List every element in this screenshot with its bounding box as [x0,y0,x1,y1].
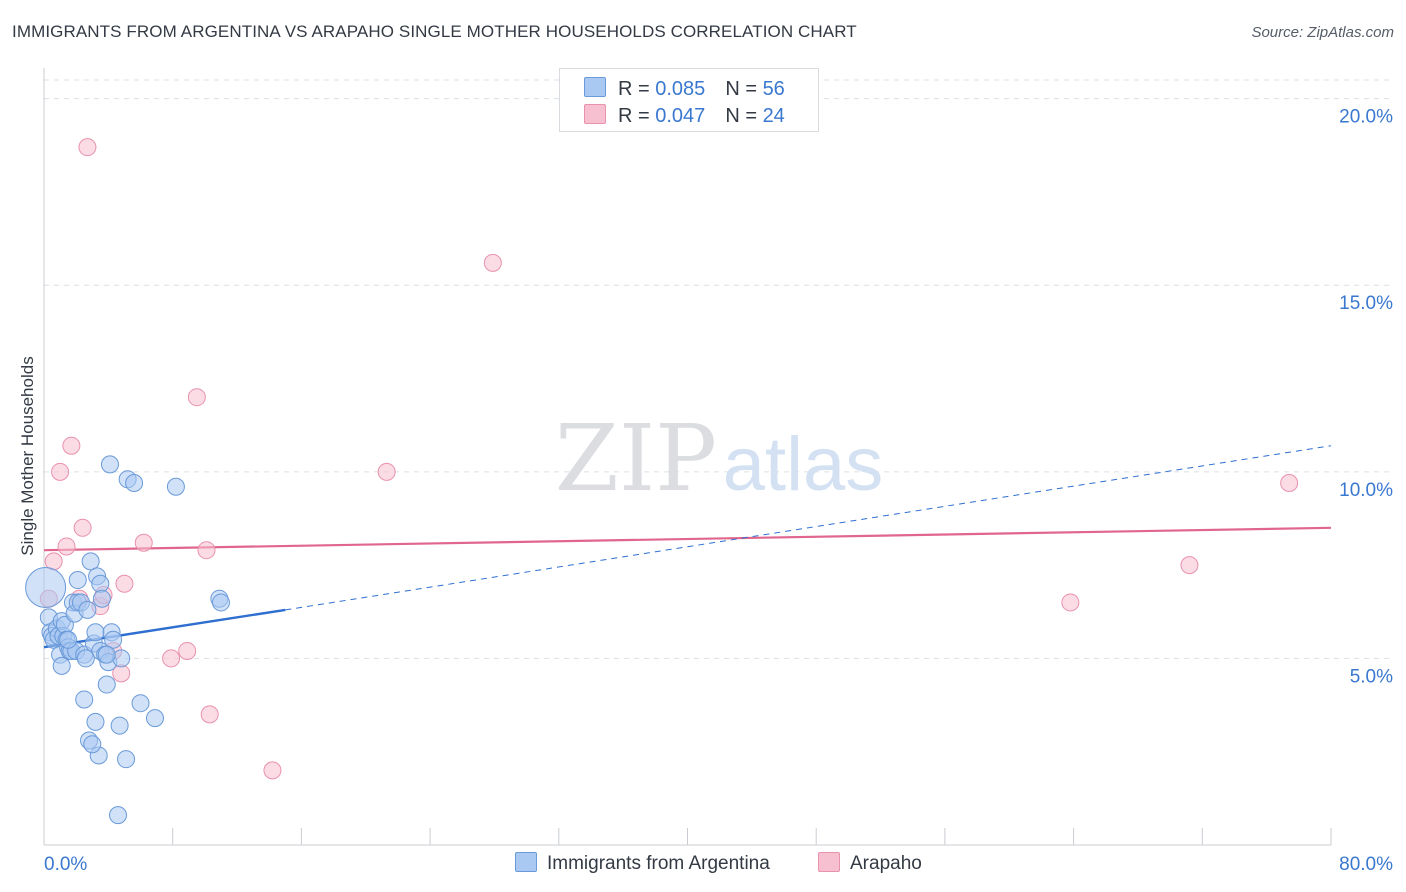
legend-row-argentina: R = 0.085 N = 56 [584,77,785,101]
trend-lines [43,445,1332,649]
data-point-arapaho [187,388,206,407]
data-point-arapaho [62,436,81,455]
data-point-arapaho [1280,474,1299,493]
legend-n-label-1: N = [725,78,763,100]
data-point-arapaho [1061,593,1080,612]
data-point-argentina [75,690,94,709]
axes [43,68,1332,846]
data-point-arapaho [115,574,134,593]
data-point-argentina [86,712,105,731]
y-tick-label-15: 15.0% [1339,293,1393,314]
chart-title: IMMIGRANTS FROM ARGENTINA VS ARAPAHO SIN… [12,22,857,41]
data-point-argentina [83,735,102,754]
data-point-argentina [68,571,87,590]
data-point-argentina [104,630,123,649]
data-point-argentina [78,600,97,619]
watermark-zip: ZIP [555,405,717,512]
trend-line-argentina-dashed [285,445,1332,611]
data-point-argentina [92,589,111,608]
bottom-legend-label-argentina: Immigrants from Argentina [547,853,770,874]
legend-r-value-2: 0.047 [655,105,706,127]
data-point-argentina [97,645,116,664]
data-point-arapaho [197,541,216,560]
data-point-arapaho [200,705,219,724]
data-point-argentina [59,630,78,649]
data-point-arapaho [134,533,153,552]
watermark: ZIP atlas [555,405,883,512]
data-point-arapaho [57,537,76,556]
legend-n-value-2: 24 [762,105,785,127]
legend-n-label-2: N = [725,105,763,127]
data-point-argentina [52,656,71,675]
argentina-points [25,455,230,825]
data-point-arapaho [178,641,197,660]
legend-swatch-blue [584,77,606,97]
source-label: Source: ZipAtlas.com [1251,24,1394,41]
x-tick-label-min: 0.0% [44,854,87,875]
correlation-legend: R = 0.085 N = 56 R = 0.047 N = 24 [559,68,819,132]
legend-n-value-1: 56 [762,78,785,100]
watermark-atlas: atlas [723,422,884,507]
legend-r-label-2: R = [618,105,656,127]
bottom-legend-swatch-blue [515,852,537,872]
bottom-legend-label-arapaho: Arapaho [850,853,922,874]
data-point-argentina [91,574,110,593]
legend-r-value-1: 0.085 [655,78,706,100]
data-point-argentina [76,649,95,668]
legend-r-label-1: R = [618,78,656,100]
legend-swatch-pink [584,104,606,124]
data-point-arapaho [73,518,92,537]
legend-row-arapaho: R = 0.047 N = 24 [584,104,785,128]
data-point-arapaho [483,253,502,272]
bottom-legend-argentina: Immigrants from Argentina [515,852,770,875]
y-tick-label-20: 20.0% [1339,107,1393,128]
data-point-argentina [117,750,136,769]
data-point-argentina [109,806,128,825]
data-point-arapaho [377,462,396,481]
data-point-argentina [25,567,67,609]
data-point-arapaho [51,462,70,481]
data-point-arapaho [78,138,97,157]
x-tick-label-max: 80.0% [1339,854,1393,875]
data-point-argentina [125,474,144,493]
trend-line-argentina [43,608,286,649]
y-tick-label-5: 5.0% [1350,666,1393,687]
data-point-arapaho [263,761,282,780]
data-point-argentina [110,716,129,735]
data-point-arapaho [1180,556,1199,575]
bottom-legend-arapaho: Arapaho [818,852,922,875]
bottom-legend-swatch-pink [818,852,840,872]
y-tick-labels: 5.0% 10.0% 15.0% 20.0% [1339,107,1393,688]
data-point-argentina [100,455,119,474]
data-point-argentina [211,593,230,612]
data-point-argentina [131,694,150,713]
data-point-argentina [81,552,100,571]
trend-line-arapaho [43,526,1332,552]
data-point-argentina [146,709,165,728]
data-point-arapaho [162,649,181,668]
data-point-argentina [166,477,185,496]
data-point-argentina [86,623,105,642]
data-point-argentina [97,675,116,694]
y-tick-label-10: 10.0% [1339,480,1393,501]
